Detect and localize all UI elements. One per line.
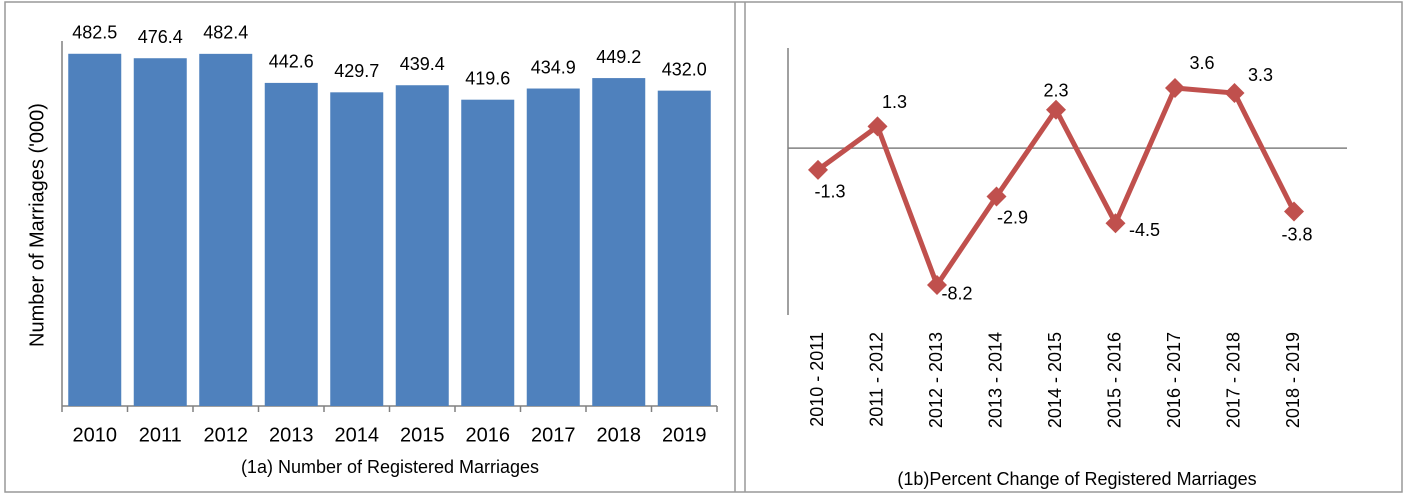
x-tick-label: 2015 - 2016 bbox=[1104, 332, 1124, 428]
data-label: 476.4 bbox=[138, 27, 183, 47]
bar bbox=[330, 92, 384, 406]
marker bbox=[1105, 213, 1126, 234]
x-tick-label: 2016 - 2017 bbox=[1164, 332, 1184, 428]
x-tick-label: 2013 bbox=[269, 424, 314, 446]
data-label: 429.7 bbox=[334, 61, 379, 81]
data-label: 439.4 bbox=[400, 54, 445, 74]
marker bbox=[867, 116, 888, 137]
frame bbox=[4, 1, 1403, 493]
bar bbox=[526, 88, 580, 406]
data-label: -3.8 bbox=[1281, 224, 1312, 244]
marker bbox=[808, 159, 828, 180]
x-tick-label: 2013 - 2014 bbox=[985, 332, 1005, 428]
bar bbox=[657, 90, 711, 406]
x-tick-label: 2012 bbox=[204, 424, 249, 446]
x-axis-label: (1b)Percent Change of Registered Marriag… bbox=[897, 469, 1256, 489]
x-tick-label: 2018 - 2019 bbox=[1283, 332, 1303, 428]
bar bbox=[199, 53, 253, 407]
marker bbox=[986, 186, 1007, 207]
x-tick-label: 2011 bbox=[139, 424, 182, 446]
bar bbox=[461, 99, 515, 406]
x-tick-label: 2019 bbox=[662, 424, 707, 446]
data-label: 449.2 bbox=[596, 47, 641, 67]
x-tick-label: 2011 - 2012 bbox=[866, 332, 886, 427]
data-label: 442.6 bbox=[269, 52, 314, 72]
x-tick-label: 2018 bbox=[597, 424, 642, 446]
x-tick-label: 2014 bbox=[335, 424, 380, 446]
data-label: 419.6 bbox=[465, 68, 510, 88]
data-label: 2.3 bbox=[1043, 80, 1068, 100]
x-axis-label: (1a) Number of Registered Marriages bbox=[241, 457, 539, 477]
bar bbox=[592, 78, 646, 407]
bar bbox=[133, 58, 187, 407]
marker bbox=[1046, 99, 1066, 120]
data-label: 3.6 bbox=[1189, 53, 1214, 73]
marker bbox=[1224, 83, 1245, 104]
x-tick-label: 2015 bbox=[400, 424, 445, 446]
data-label: 1.3 bbox=[882, 92, 907, 112]
bar bbox=[68, 53, 122, 407]
x-tick-label: 2017 - 2018 bbox=[1223, 332, 1243, 428]
data-label: 482.5 bbox=[72, 23, 117, 43]
bar bbox=[395, 85, 449, 406]
data-label: -2.9 bbox=[997, 207, 1028, 227]
y-axis-label: Number of Marriages ('000) bbox=[26, 103, 48, 347]
marker bbox=[1165, 78, 1185, 99]
x-tick-label: 2010 bbox=[73, 424, 118, 446]
x-tick-label: 2010 - 2011 bbox=[807, 332, 827, 427]
x-tick-label: 2012 - 2013 bbox=[926, 332, 946, 428]
data-label: 434.9 bbox=[531, 57, 576, 77]
data-label: -8.2 bbox=[941, 284, 972, 304]
bar bbox=[264, 82, 318, 406]
x-tick-label: 2014 - 2015 bbox=[1045, 332, 1065, 428]
data-label: 3.3 bbox=[1248, 65, 1273, 85]
marker bbox=[1284, 201, 1304, 222]
x-tick-label: 2017 bbox=[531, 424, 576, 446]
marker bbox=[927, 274, 947, 295]
data-label: -4.5 bbox=[1129, 220, 1160, 240]
data-label: -1.3 bbox=[814, 182, 845, 202]
data-label: 482.4 bbox=[203, 23, 248, 43]
x-tick-label: 2016 bbox=[466, 424, 511, 446]
data-label: 432.0 bbox=[662, 59, 707, 79]
